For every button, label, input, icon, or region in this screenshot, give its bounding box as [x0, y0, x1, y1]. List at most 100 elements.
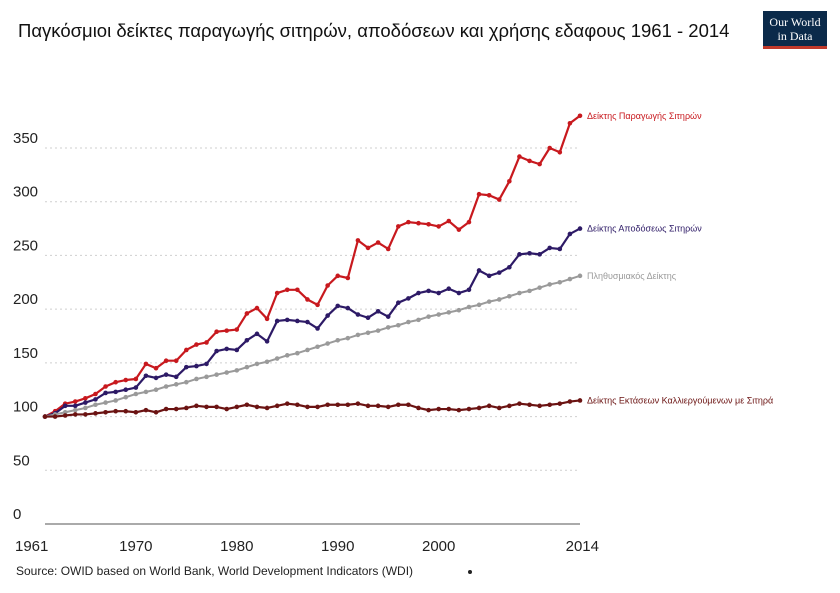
- data-point: [396, 300, 401, 305]
- data-point: [577, 273, 583, 279]
- data-point: [426, 407, 431, 413]
- data-point: [214, 329, 219, 335]
- data-point: [153, 375, 159, 381]
- owid-logo[interactable]: Our World in Data: [763, 11, 827, 49]
- data-point: [507, 403, 512, 409]
- data-point: [456, 290, 462, 296]
- y-tick-label: 250: [13, 237, 38, 254]
- data-point: [163, 406, 169, 412]
- data-point: [224, 328, 229, 333]
- data-point: [194, 403, 199, 409]
- data-point: [406, 219, 411, 225]
- y-tick-label: 350: [13, 130, 38, 147]
- data-point: [375, 403, 381, 409]
- data-point: [204, 361, 209, 367]
- data-point: [173, 406, 179, 412]
- data-point: [466, 406, 472, 412]
- data-point: [527, 402, 532, 408]
- data-point: [567, 399, 573, 404]
- data-point: [194, 342, 199, 347]
- data-point: [436, 312, 441, 317]
- data-point: [517, 154, 522, 159]
- data-point: [184, 405, 189, 411]
- data-point: [184, 364, 189, 370]
- data-point: [315, 326, 320, 331]
- data-point: [476, 191, 482, 197]
- data-point: [345, 335, 351, 341]
- data-point: [496, 297, 502, 302]
- data-point: [274, 356, 280, 361]
- data-point: [537, 252, 542, 257]
- data-point: [123, 408, 129, 414]
- data-point: [284, 401, 290, 406]
- data-point: [385, 246, 391, 252]
- data-point: [93, 402, 98, 408]
- data-point: [436, 224, 441, 229]
- logo-line-2: in Data: [777, 29, 813, 43]
- data-point: [496, 405, 502, 411]
- series-label: Δείκτης Αποδόσεως Σιτηρών: [587, 224, 702, 234]
- data-point: [103, 384, 108, 389]
- data-point: [264, 359, 270, 365]
- data-point: [305, 319, 310, 325]
- data-point: [113, 408, 118, 414]
- data-point: [557, 246, 563, 252]
- data-point: [133, 376, 139, 382]
- data-point: [123, 387, 129, 393]
- data-point: [133, 385, 139, 390]
- data-point: [264, 316, 270, 322]
- data-point: [456, 407, 462, 413]
- data-point: [335, 402, 341, 408]
- data-point: [133, 391, 139, 397]
- data-point: [355, 238, 361, 243]
- data-point: [325, 313, 330, 318]
- data-point: [72, 399, 78, 404]
- data-point: [476, 405, 482, 411]
- y-tick-label: 0: [13, 506, 21, 523]
- data-point: [355, 332, 361, 338]
- data-point: [153, 365, 159, 371]
- data-point: [113, 389, 118, 395]
- x-tick-label: 1961: [15, 538, 48, 555]
- data-point: [426, 221, 431, 227]
- data-point: [375, 240, 381, 245]
- series-label: Πληθυσμιακός Δείκτης: [587, 271, 677, 281]
- data-point: [476, 268, 482, 273]
- data-point: [365, 315, 371, 321]
- y-tick-label: 50: [13, 452, 30, 469]
- data-point: [567, 120, 573, 126]
- source-note: Source: OWID based on World Bank, World …: [16, 564, 414, 578]
- data-point: [396, 224, 401, 229]
- source-dot: [468, 570, 472, 574]
- y-tick-label: 200: [13, 291, 38, 308]
- data-point: [325, 283, 330, 288]
- data-point: [103, 390, 108, 396]
- data-point: [426, 314, 431, 319]
- data-point: [567, 276, 573, 282]
- data-point: [416, 220, 421, 226]
- data-point: [284, 317, 290, 323]
- data-point: [446, 218, 452, 224]
- data-point: [355, 401, 361, 406]
- data-point: [93, 391, 98, 397]
- data-point: [385, 325, 391, 330]
- data-point: [163, 384, 169, 389]
- data-point: [486, 192, 492, 198]
- data-point: [214, 372, 219, 377]
- data-point: [163, 372, 169, 377]
- data-point: [173, 358, 179, 364]
- logo-line-1: Our World: [769, 15, 821, 29]
- data-point: [567, 231, 573, 237]
- data-point: [355, 312, 361, 317]
- x-tick-label: 2000: [422, 538, 455, 555]
- data-point: [224, 406, 229, 412]
- data-point: [163, 358, 169, 364]
- data-point: [62, 403, 68, 409]
- data-point: [416, 290, 421, 296]
- data-point: [194, 363, 199, 369]
- data-point: [345, 402, 351, 408]
- data-point: [153, 409, 159, 415]
- data-point: [476, 302, 482, 308]
- data-point: [284, 287, 290, 293]
